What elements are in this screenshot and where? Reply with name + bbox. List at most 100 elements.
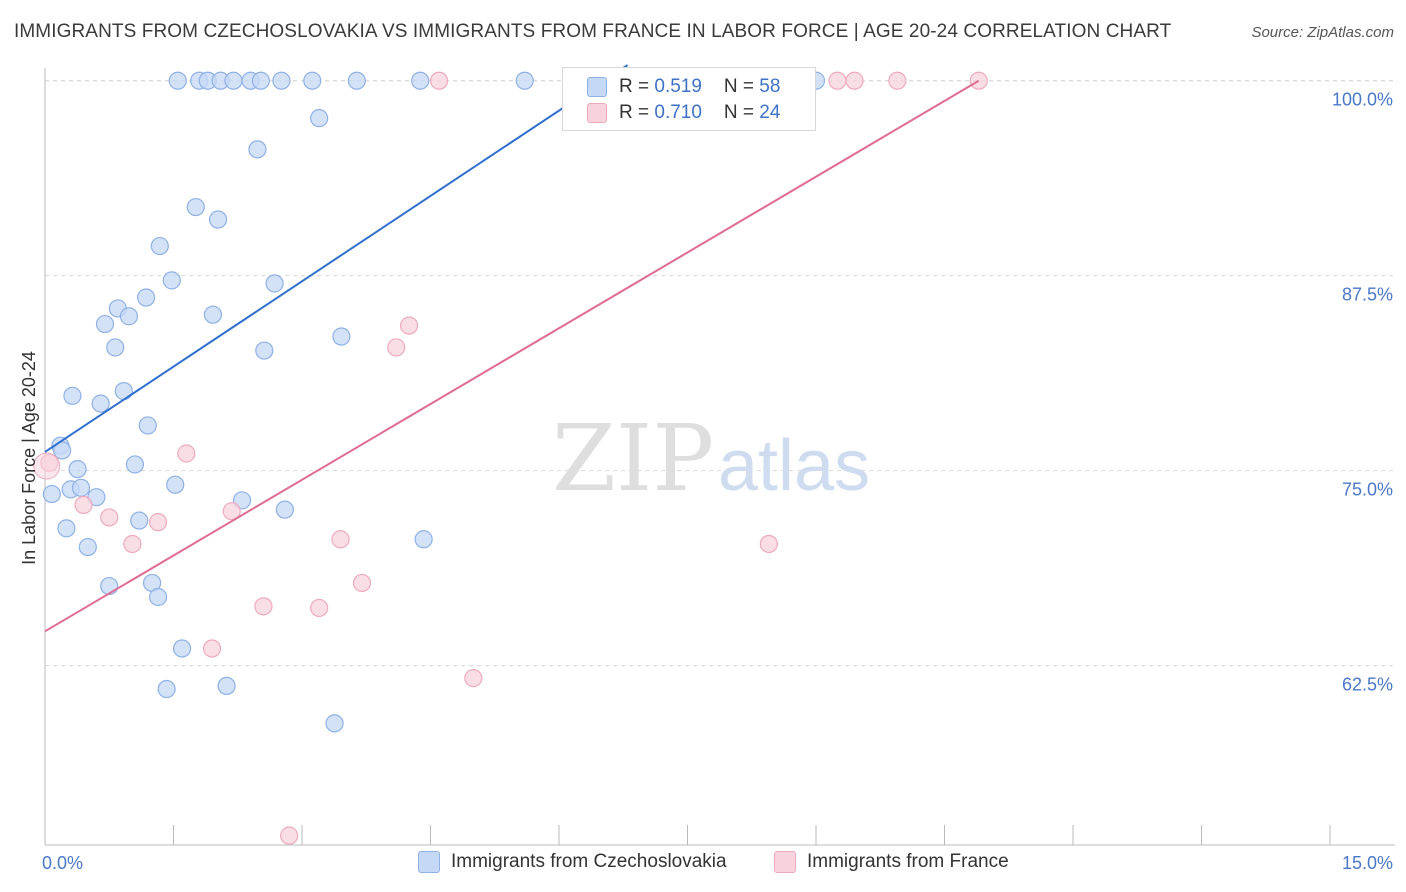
data-point — [248, 140, 267, 159]
legend-n-value: 58 — [759, 76, 781, 97]
data-point — [63, 386, 82, 405]
data-point-large — [33, 452, 61, 480]
data-point — [888, 71, 907, 90]
data-point — [166, 475, 185, 494]
y-tick-label: 62.5% — [1342, 675, 1393, 695]
legend-n-label: N = — [723, 76, 760, 97]
data-point — [114, 382, 133, 401]
data-point — [222, 502, 241, 521]
series-czechoslovakia — [42, 71, 826, 733]
legend-item-france[interactable]: Immigrants from France — [774, 851, 1009, 873]
data-point — [515, 71, 534, 90]
legend-r-value: 0.710 — [654, 102, 702, 123]
legend-swatch-blue — [418, 851, 440, 873]
data-point — [280, 826, 299, 845]
watermark-atlas: atlas — [718, 426, 870, 506]
data-point — [254, 597, 273, 616]
data-point — [148, 587, 168, 607]
gridlines — [45, 80, 1395, 667]
data-point — [202, 639, 222, 658]
data-point — [125, 455, 145, 474]
watermark-zip: ZIP — [552, 405, 714, 512]
legend-swatch-pink — [587, 103, 607, 123]
data-point — [265, 274, 284, 293]
data-point — [106, 338, 125, 357]
chart-title: IMMIGRANTS FROM CZECHOSLOVAKIA VS IMMIGR… — [14, 21, 1172, 42]
legend-swatch-blue — [587, 77, 607, 97]
correlation-legend: R = 0.519 N = 58 R = 0.710 N = 24 — [562, 67, 816, 131]
x-tick-label: 15.0% — [1342, 853, 1393, 873]
data-point — [203, 305, 223, 324]
y-tick-label: 75.0% — [1342, 480, 1393, 500]
legend-r-label: R = — [619, 102, 655, 123]
data-point — [162, 271, 181, 290]
legend-swatch-pink — [774, 851, 796, 873]
data-point — [74, 495, 93, 515]
data-point — [310, 109, 329, 128]
data-point — [136, 288, 156, 307]
data-point — [845, 71, 864, 90]
data-point — [148, 513, 168, 532]
data-point — [208, 210, 228, 229]
legend-n-value: 24 — [759, 102, 781, 123]
axes — [44, 68, 1395, 846]
data-point — [464, 669, 483, 688]
data-point — [325, 714, 344, 733]
data-point — [217, 676, 236, 696]
watermark: ZIP atlas — [552, 405, 870, 512]
data-point — [42, 484, 61, 504]
data-point — [352, 573, 372, 593]
legend-n-label: N = — [723, 102, 760, 123]
data-point — [759, 534, 778, 554]
legend-r-label: R = — [619, 76, 655, 97]
data-point — [251, 71, 270, 90]
y-tick-label: 100.0% — [1332, 90, 1393, 110]
data-point — [100, 508, 119, 527]
data-point — [119, 307, 139, 326]
data-point — [53, 441, 72, 460]
legend-label: Immigrants from France — [807, 851, 1009, 872]
data-point — [429, 71, 449, 90]
data-point — [78, 537, 97, 557]
tick-labels: 62.5% 75.0% 87.5% 100.0% 0.0% 15.0% — [42, 90, 1393, 873]
data-point — [310, 598, 329, 618]
data-point — [100, 576, 119, 596]
data-point — [272, 71, 291, 90]
data-point — [275, 500, 294, 519]
trend-line — [44, 64, 629, 453]
data-point — [168, 71, 187, 90]
data-point — [130, 511, 149, 530]
series-legend: Immigrants from Czechoslovakia Immigrant… — [0, 851, 1406, 879]
data-point — [347, 71, 366, 90]
data-point — [172, 639, 192, 658]
data-point — [828, 71, 847, 90]
legend-label: Immigrants from Czechoslovakia — [451, 851, 727, 872]
data-point — [224, 71, 243, 90]
y-axis-label: In Labor Force | Age 20-24 — [19, 351, 39, 565]
data-point — [411, 71, 430, 90]
data-point — [414, 530, 433, 549]
data-point — [123, 534, 142, 554]
data-point — [138, 416, 157, 435]
trend-lines — [44, 64, 980, 633]
data-point — [387, 338, 406, 357]
legend-row-czechoslovakia: R = 0.519 N = 58 — [587, 74, 780, 100]
x-tick-label: 0.0% — [42, 853, 83, 873]
data-point — [95, 314, 115, 334]
data-point — [186, 197, 205, 217]
data-point — [399, 316, 419, 335]
legend-r-value: 0.519 — [654, 76, 702, 97]
data-point — [303, 71, 322, 90]
data-point — [150, 236, 169, 256]
legend-row-france: R = 0.710 N = 24 — [587, 100, 780, 126]
data-point — [332, 327, 351, 346]
data-point — [57, 519, 76, 538]
data-point — [91, 394, 110, 413]
y-tick-label: 87.5% — [1342, 285, 1393, 305]
legend-item-czechoslovakia[interactable]: Immigrants from Czechoslovakia — [418, 851, 727, 873]
data-point — [255, 341, 274, 360]
data-point — [71, 478, 91, 497]
trend-line — [44, 79, 980, 633]
source-credit: Source: ZipAtlas.com — [1251, 24, 1394, 41]
